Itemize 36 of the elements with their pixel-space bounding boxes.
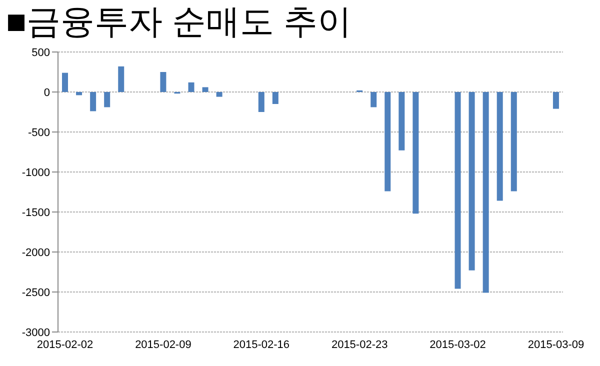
x-tick-label: 2015-03-09: [528, 338, 584, 351]
y-tick-label: -1000: [22, 166, 50, 179]
bar: [412, 92, 419, 214]
bar: [454, 92, 461, 289]
bar: [552, 92, 559, 109]
bar: [468, 92, 475, 270]
bar: [370, 92, 377, 108]
x-tick-label: 2015-02-09: [135, 338, 192, 351]
y-tick-label: -2000: [22, 246, 50, 259]
bar: [384, 92, 391, 192]
y-tick-label: -1500: [22, 206, 50, 219]
bar: [398, 92, 405, 150]
bar: [90, 92, 96, 112]
bar: [482, 92, 489, 293]
bar: [510, 92, 517, 192]
chart-title: ■금융투자 순매도 추이: [6, 2, 352, 43]
bar: [118, 66, 124, 92]
x-tick-label: 2015-02-23: [331, 338, 388, 351]
x-tick-label: 2015-03-02: [430, 338, 486, 351]
y-tick-label: 0: [44, 86, 50, 99]
bar: [202, 87, 208, 92]
bar: [62, 72, 68, 92]
y-tick-label: 500: [32, 46, 50, 59]
x-tick-label: 2015-02-16: [233, 338, 290, 351]
y-tick-label: -3000: [22, 326, 50, 339]
bar: [258, 92, 264, 112]
bar: [496, 92, 503, 201]
bar: [160, 72, 166, 92]
y-tick-label: -2500: [22, 286, 50, 299]
x-tick-label: 2015-02-02: [36, 338, 94, 351]
bar: [188, 82, 194, 92]
bar: [76, 92, 82, 96]
y-tick-label: -500: [28, 126, 50, 139]
bar: [104, 92, 110, 108]
bar: [216, 92, 222, 97]
bar: [272, 92, 278, 104]
